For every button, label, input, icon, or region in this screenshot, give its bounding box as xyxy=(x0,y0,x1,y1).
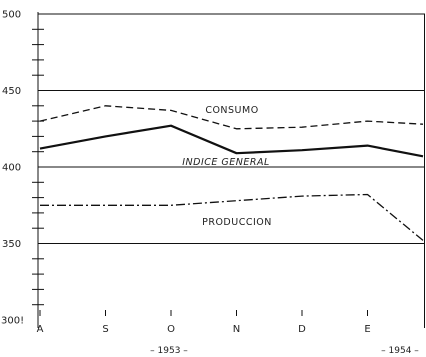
x-tick-label: D xyxy=(298,324,306,335)
x-tick-label: N xyxy=(233,324,240,335)
year-label-1954: – 1954 – xyxy=(381,346,419,356)
y-tick-label: 450 xyxy=(2,86,21,97)
series-line-indice-general xyxy=(39,124,424,158)
series-label-consumo: CONSUMO xyxy=(205,105,258,116)
x-tick-label: E xyxy=(364,324,370,335)
x-tick-label: O xyxy=(167,324,175,335)
series-label-produccion: PRODUCCION xyxy=(202,217,272,228)
y-tick-label: 300! xyxy=(1,316,24,327)
x-tick-label: A xyxy=(37,324,44,335)
x-tick-label: S xyxy=(102,324,108,335)
year-label-1953: – 1953 – xyxy=(150,346,188,356)
series-line-consumo xyxy=(39,105,424,130)
y-tick-label: 350 xyxy=(2,239,21,250)
y-tick-label: 500 xyxy=(2,10,21,21)
y-tick-label: 400 xyxy=(2,163,21,174)
series-line-produccion xyxy=(40,193,424,241)
series-label-indice-general: INDICE GENERAL xyxy=(182,157,270,168)
